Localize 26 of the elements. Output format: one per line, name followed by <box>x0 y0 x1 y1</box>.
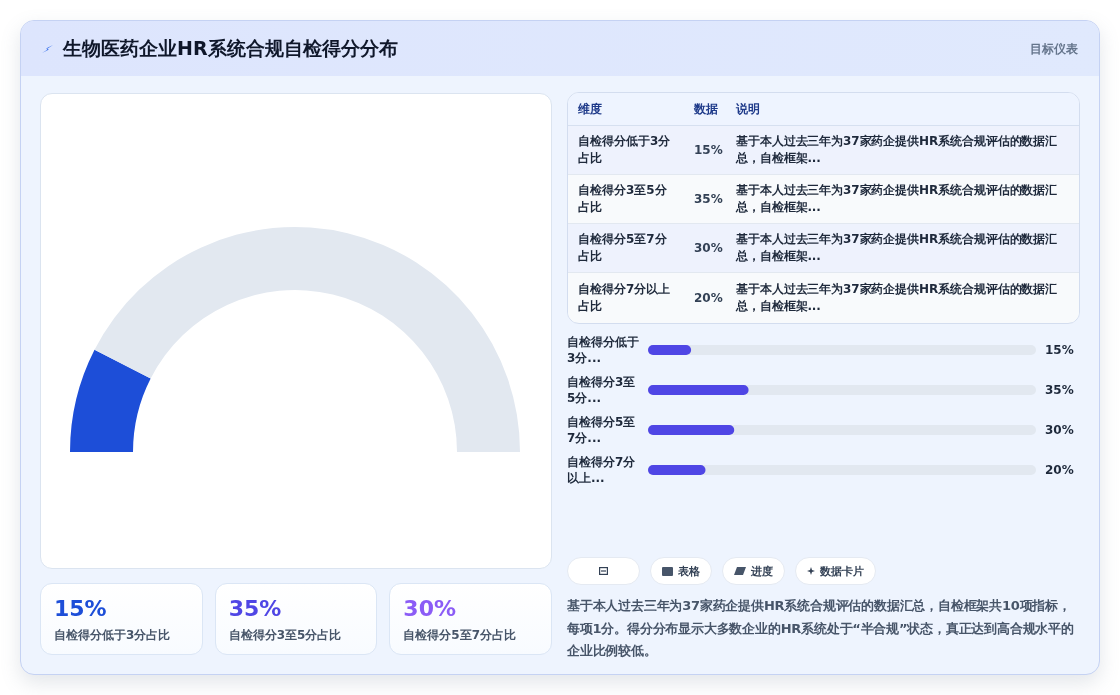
text: 生物医药企业HR系统合规自检得分分布 <box>63 36 398 61</box>
category-label: 表格 <box>678 563 700 579</box>
category-label: 自检得分5至7分占比 <box>403 627 518 644</box>
y-tick-label: 自检得分低于3分... <box>567 335 639 365</box>
data-label: 15% <box>54 596 108 622</box>
data-label: 35% <box>1045 383 1074 397</box>
data-label: 30% <box>1045 423 1074 437</box>
data-label: 20% <box>1045 463 1074 477</box>
category-label: 自检得分3至5分占比 <box>228 627 343 644</box>
pill-button: 表格 <box>650 557 712 585</box>
y-tick-label: 自检得分3至5分... <box>567 375 636 405</box>
data-label: 15% <box>1045 343 1074 357</box>
bar <box>648 345 692 355</box>
text: 基于本人过去三年为37家药企提供HR系统合规评估的数据汇总，自检框架共10项指标，每项1分。得分分布显示大多数企业的HR系统处于“半合规”状态，真正达到高合规水平的企业比例较低。 <box>567 597 1075 660</box>
category-label: 自检得分低于3分占比 <box>54 627 172 644</box>
bar <box>648 425 735 435</box>
pill-button: 进度 <box>722 557 785 585</box>
data-label: 35% <box>228 596 283 622</box>
category-label: 数据卡片 <box>820 563 864 579</box>
y-tick-label: 自检得分5至7分... <box>567 415 636 445</box>
data-label: 30% <box>403 596 457 622</box>
category-label: 进度 <box>751 563 773 579</box>
bar <box>648 465 706 475</box>
y-tick-label: 自检得分7分以上... <box>567 455 637 485</box>
text: 目标仪表 <box>1030 41 1078 58</box>
pill-button: 数据卡片 <box>795 557 876 585</box>
